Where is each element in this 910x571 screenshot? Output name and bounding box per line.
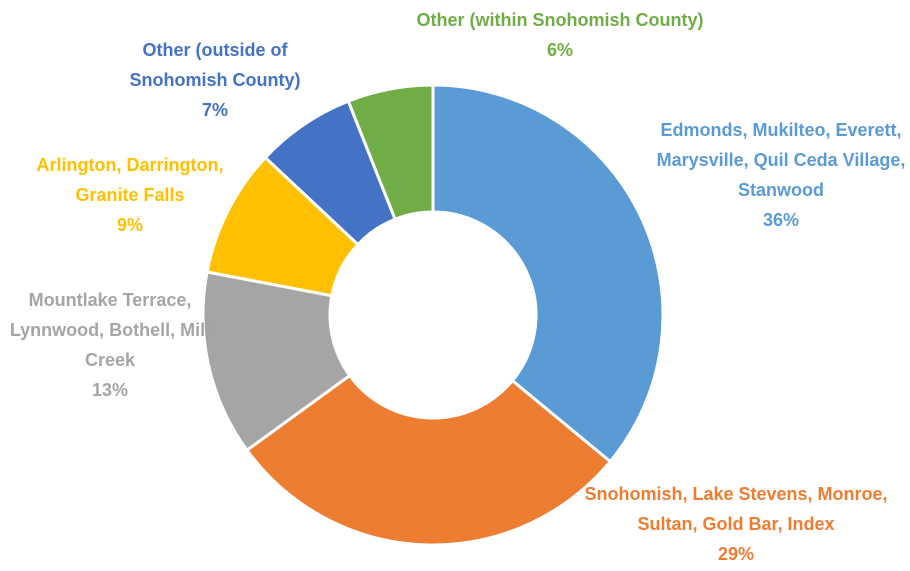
percent-label: 36% <box>762 210 800 230</box>
data-label: Other (outside of Snohomish County) 7% <box>105 35 325 125</box>
category-label: Other (outside of Snohomish County) <box>129 40 301 90</box>
data-label: Snohomish, Lake Stevens, Monroe, Sultan,… <box>560 479 910 569</box>
data-label: Arlington, Darrington, Granite Falls 9% <box>5 150 255 240</box>
category-label: Snohomish, Lake Stevens, Monroe, Sultan,… <box>584 484 888 534</box>
percent-label: 6% <box>546 40 573 60</box>
category-label: Edmonds, Mukilteo, Everett, Marysville, … <box>656 120 906 200</box>
category-label: Other (within Snohomish County) <box>416 10 704 30</box>
donut-slice <box>431 83 665 464</box>
percent-label: 29% <box>717 544 755 564</box>
data-label: Other (within Snohomish County) 6% <box>360 5 760 65</box>
donut-slice <box>346 83 435 222</box>
category-label: Arlington, Darrington, Granite Falls <box>36 155 224 205</box>
donut-slice <box>201 270 352 453</box>
percent-label: 9% <box>116 215 143 235</box>
donut-slice <box>244 373 613 547</box>
percent-label: 7% <box>201 100 228 120</box>
data-label: Mountlake Terrace, Lynnwood, Bothell, Mi… <box>5 285 215 405</box>
percent-label: 13% <box>91 380 129 400</box>
data-label: Edmonds, Mukilteo, Everett, Marysville, … <box>650 115 910 235</box>
category-label: Mountlake Terrace, Lynnwood, Bothell, Mi… <box>9 290 211 370</box>
